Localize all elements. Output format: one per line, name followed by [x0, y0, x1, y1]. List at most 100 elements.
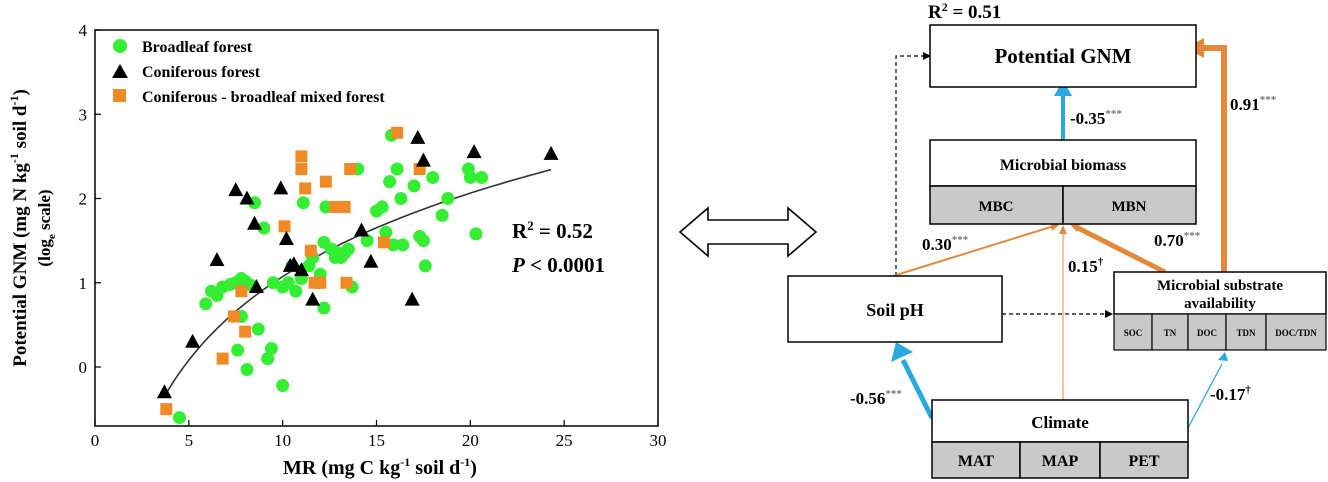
legend: Broadleaf forest Coniferous forest Conif…: [112, 39, 385, 106]
legend-label-broadleaf: Broadleaf forest: [142, 39, 253, 56]
substrate-cell-tn-label: TN: [1164, 328, 1177, 338]
gnm-box-label: Potential GNM: [994, 44, 1131, 68]
circle-data-point: [426, 170, 440, 184]
x-axis: 0 5 10 15 20 25 30: [91, 420, 667, 450]
circle-data-point: [172, 411, 186, 425]
circle-data-point: [281, 276, 295, 290]
climate-cell-map: [1019, 441, 1101, 479]
circle-data-point: [240, 363, 254, 377]
legend-label-coniferous: Coniferous forest: [142, 64, 261, 81]
circle-data-point: [296, 196, 310, 210]
biomass-box-label: Microbial biomass: [1000, 157, 1126, 174]
biomass-cell-mbc: [929, 185, 1064, 225]
substrate-cell-tn: [1151, 313, 1189, 351]
y-tick-label: 2: [79, 190, 88, 209]
path-climate-ph: [900, 358, 935, 420]
triangle-data-point: [293, 262, 309, 277]
circle-data-point: [394, 192, 408, 206]
triangle-data-point: [353, 222, 369, 237]
x-tick-label: 10: [274, 431, 291, 450]
gnm-box: [929, 24, 1197, 88]
square-data-point: [391, 126, 404, 139]
circle-data-point: [251, 322, 265, 336]
r-squared-label: R2 = 0.52: [512, 218, 593, 243]
triangle-data-point: [410, 129, 426, 144]
substrate-cell-doc: [1187, 313, 1227, 351]
climate-cell-mat-label: MAT: [958, 453, 994, 470]
triangle-data-point: [286, 256, 302, 271]
triangle-data-point: [228, 182, 244, 197]
square-data-point: [304, 244, 317, 257]
substrate-title-line2: availability: [1184, 296, 1256, 312]
square-data-point: [235, 285, 248, 298]
path-ph-biomass: [892, 225, 1055, 277]
biomass-cell-mbn: [1062, 185, 1197, 225]
square-data-point: [239, 325, 252, 338]
square-data-point: [329, 200, 342, 213]
biomass-cell-mbc-label: MBC: [979, 199, 1014, 215]
circle-data-point: [289, 284, 303, 298]
circle-data-point: [231, 343, 245, 357]
y-axis-sublabel: (loge scale): [35, 189, 58, 266]
circle-data-point: [332, 246, 346, 260]
y-tick-label: 1: [79, 274, 88, 293]
x-tick-label: 20: [462, 431, 479, 450]
arrowhead-climate-biomass: [1059, 225, 1067, 234]
substrate-cell-soc-label: SOC: [1124, 328, 1143, 338]
climate-cell-pet: [1099, 441, 1189, 479]
circle-data-point: [360, 234, 374, 248]
circle-data-point: [475, 170, 489, 184]
circle-data-point: [199, 297, 213, 311]
triangle-data-point: [543, 145, 559, 160]
substrate-cell-soc: [1113, 313, 1153, 351]
y-axis-label: Potential GNM (mg N kg-1 soil d-1): [7, 89, 31, 367]
triangle-data-point: [363, 253, 379, 268]
substrate-box: [1113, 271, 1327, 315]
circle-data-point: [390, 162, 404, 176]
substrate-cell-doc-tdn: [1265, 313, 1327, 351]
coef-climate-ph: -0.56***: [850, 388, 902, 408]
square-data-point: [338, 200, 351, 213]
arrowhead-climate-substrate: [1218, 352, 1228, 361]
circle-data-point: [257, 221, 271, 235]
triangle-data-point: [273, 180, 289, 195]
y-tick-label: 0: [79, 358, 88, 377]
climate-cell-pet-label: PET: [1128, 453, 1159, 470]
soil-ph-box: [787, 275, 1003, 343]
climate-cell-mat: [931, 441, 1021, 479]
triangle-data-point: [278, 230, 294, 245]
y-axis: 0 1 2 3 4: [79, 21, 101, 377]
circle-data-point: [383, 175, 397, 189]
circle-data-point: [319, 200, 333, 214]
x-tick-label: 5: [185, 431, 194, 450]
circle-data-point: [418, 259, 432, 273]
triangle-data-point: [239, 190, 255, 205]
triangle-data-point: [305, 291, 321, 306]
path-diagram: R2 = 0.51 Potential GNM Microbial biomas…: [787, 0, 1327, 479]
legend-triangle-marker: [112, 64, 128, 78]
coef-substrate-gnm: 0.91***: [1230, 94, 1277, 114]
data-points: [156, 126, 559, 425]
substrate-cell-tdn-label: TDN: [1236, 328, 1256, 338]
legend-label-mixed: Coniferous - broadleaf mixed forest: [142, 89, 385, 106]
circle-data-point: [317, 301, 331, 315]
legend-circle-marker: [113, 39, 127, 53]
legend-square-marker: [113, 89, 126, 102]
circle-data-point: [435, 208, 449, 222]
square-data-point: [278, 220, 291, 233]
circle-data-point: [379, 225, 393, 239]
soil-ph-label: Soil pH: [866, 300, 924, 320]
square-data-point: [216, 352, 229, 365]
circle-data-point: [416, 234, 430, 248]
climate-box-label: Climate: [1031, 413, 1089, 432]
square-data-point: [160, 403, 173, 416]
scatter-plot: 0 1 2 3 4 0 5 10 15 20 25 30 Broadleaf forest Coni…: [7, 21, 667, 479]
path-substrate-gnm: [1200, 45, 1227, 272]
coef-ph-biomass: 0.30***: [922, 234, 969, 254]
square-data-point: [295, 150, 308, 163]
path-substrate-biomass: [1072, 223, 1167, 275]
square-data-point: [319, 175, 332, 188]
coef-biomass-gnm: -0.35***: [1070, 108, 1122, 128]
triangle-data-point: [404, 291, 420, 306]
square-data-point: [378, 236, 391, 249]
